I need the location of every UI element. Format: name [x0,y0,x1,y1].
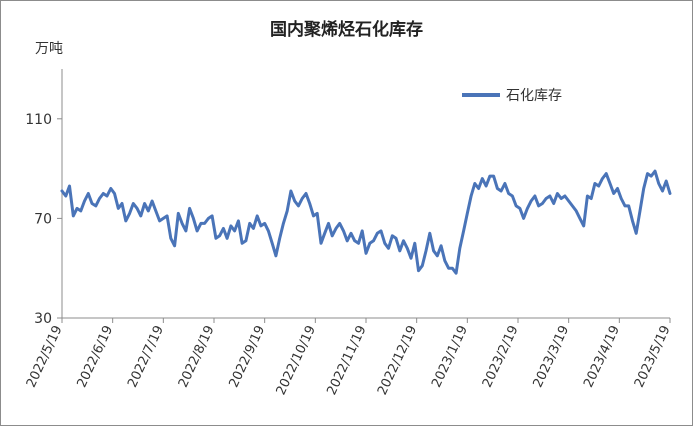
y-axis-unit-label: 万吨 [35,41,63,57]
x-tick-label: 2022/12/19 [375,323,420,397]
y-tick-label: 110 [25,112,52,128]
legend-swatch [462,93,500,97]
legend: 石化库存 [462,85,562,105]
y-tick-label: 30 [34,311,52,327]
x-tick-label: 2023/2/19 [480,323,522,390]
x-tick-label: 2022/7/19 [125,323,167,390]
x-tick-label: 2023/4/19 [581,323,623,390]
legend-label: 石化库存 [506,88,562,104]
chart-title: 国内聚烯烃石化库存 [270,20,423,40]
x-tick-label: 2022/11/19 [324,323,369,397]
x-tick-label: 2023/3/19 [531,323,573,390]
x-tick-label: 2023/1/19 [429,323,471,390]
x-tick-label: 2022/9/19 [227,323,269,390]
x-tick-label: 2022/8/19 [176,323,218,390]
x-tick-label: 2022/10/19 [274,323,319,397]
x-tick-label: 2023/5/19 [632,323,674,390]
x-tick-label: 2022/6/19 [75,323,117,390]
series-line [60,169,672,275]
x-tick-label: 2022/5/19 [24,323,66,390]
y-tick-label: 70 [34,211,52,227]
